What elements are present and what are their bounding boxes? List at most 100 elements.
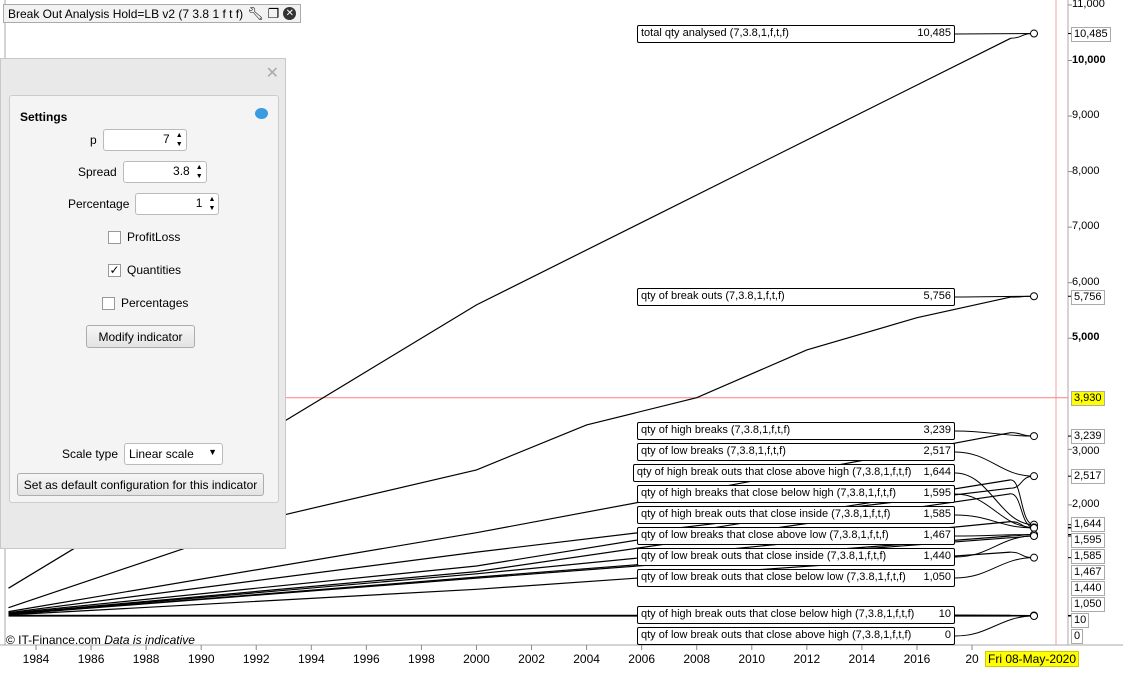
series-legend-box[interactable]: qty of low breaks that close above low (… xyxy=(637,527,955,545)
percentage-input[interactable]: 1 ▲ ▼ xyxy=(135,193,220,215)
series-value: 5,756 xyxy=(923,290,951,302)
x-tick-label: 2012 xyxy=(793,652,821,666)
series-value-box: 0 xyxy=(1071,629,1084,644)
checkmark-icon[interactable]: ✓ xyxy=(108,262,121,277)
spinner-arrows-icon[interactable]: ▲ ▼ xyxy=(175,132,183,148)
x-tick-label: 1994 xyxy=(297,652,325,666)
series-value: 10,485 xyxy=(917,27,951,39)
percentages-label: Percentages xyxy=(121,296,189,310)
series-value: 1,440 xyxy=(923,550,951,562)
checkbox-icon[interactable] xyxy=(108,230,121,244)
series-value: 1,595 xyxy=(923,487,951,499)
p-input[interactable]: 7 ▲ ▼ xyxy=(102,129,187,151)
series-value-box: 1,595 xyxy=(1071,533,1105,548)
series-end-marker xyxy=(1030,553,1038,562)
series-name: qty of break outs (7,3.8,1,f,t,f) xyxy=(641,290,785,302)
legend-connector xyxy=(954,615,1035,637)
x-tick-label: 2006 xyxy=(628,652,656,666)
x-tick-label: 2004 xyxy=(573,652,600,666)
speech-bubble-icon[interactable] xyxy=(255,108,268,119)
spinner-arrows-icon[interactable]: ▲ ▼ xyxy=(208,196,216,212)
series-name: qty of low breaks (7,3.8,1,f,t,f) xyxy=(641,445,786,457)
copyright-text: © IT-Finance.com xyxy=(6,633,101,647)
series-legend-box[interactable]: qty of high breaks (7,3.8,1,f,t,f) 3,239 xyxy=(637,422,955,440)
checkbox-icon[interactable] xyxy=(102,296,115,310)
percentage-value: 1 xyxy=(195,196,203,210)
wrench-icon[interactable]: 🔧︎ xyxy=(247,5,264,21)
series-name: qty of high breaks (7,3.8,1,f,t,f) xyxy=(641,424,791,436)
series-end-marker xyxy=(1030,432,1038,441)
series-legend-box[interactable]: qty of high breaks that close below high… xyxy=(637,485,955,503)
x-tick-label: 1988 xyxy=(132,652,160,666)
series-name: total qty analysed (7,3.8,1,f,t,f) xyxy=(641,27,789,39)
series-value: 1,050 xyxy=(923,571,951,583)
series-end-marker xyxy=(1030,523,1038,532)
close-icon[interactable]: ✕ xyxy=(265,65,279,82)
disclaimer-text: Data is indicative xyxy=(104,633,195,647)
settings-group: Settings p 7 ▲ ▼ Spread 3.8 ▲ ▼ Percentage 1 ▲ ▼ … xyxy=(9,95,279,503)
spread-value: 3.8 xyxy=(173,164,190,178)
quantities-label: Quantities xyxy=(127,263,182,277)
modify-indicator-button[interactable]: Modify indicator xyxy=(86,325,195,348)
series-legend-box[interactable]: qty of high break outs that close below … xyxy=(637,606,955,624)
cursor-date-label: Fri 08-May-2020 xyxy=(985,651,1080,667)
spinner-arrows-icon[interactable]: ▲ ▼ xyxy=(195,164,203,180)
series-legend-box[interactable]: qty of low break outs that close inside … xyxy=(637,548,955,566)
series-end-marker xyxy=(1030,472,1038,481)
indicator-title: Break Out Analysis Hold=LB v2 (7 3.8 1 f… xyxy=(8,6,244,21)
set-default-button[interactable]: Set as default configuration for this in… xyxy=(17,473,264,496)
x-tick-label: 2000 xyxy=(463,652,490,666)
series-value-box: 1,467 xyxy=(1071,565,1105,580)
series-value: 0 xyxy=(944,629,951,641)
y-tick-label: 9,000 xyxy=(1072,109,1100,122)
spread-input[interactable]: 3.8 ▲ ▼ xyxy=(122,161,207,183)
series-name: qty of low break outs that close inside … xyxy=(641,550,887,562)
series-legend-box[interactable]: qty of high break outs that close inside… xyxy=(637,506,955,524)
series-value-box: 5,756 xyxy=(1071,289,1105,305)
legend-connector xyxy=(954,295,1035,298)
x-tick-label: 2010 xyxy=(738,652,766,666)
series-end-marker xyxy=(1030,292,1038,301)
series-legend-box[interactable]: qty of high break outs that close above … xyxy=(632,464,955,482)
close-circle-icon[interactable]: ✕ xyxy=(283,7,297,20)
series-value-box: 10,485 xyxy=(1071,26,1111,42)
x-tick-label: 20 xyxy=(965,652,979,666)
legend-connector xyxy=(954,430,1035,437)
x-tick-label: 2008 xyxy=(683,652,711,666)
series-end-marker xyxy=(1030,29,1038,38)
series-value-box: 10 xyxy=(1071,613,1090,628)
series-legend-box[interactable]: qty of low break outs that close below l… xyxy=(637,569,955,587)
series-value: 2,517 xyxy=(923,445,951,457)
scale-type-select[interactable]: Linear scale ▼ xyxy=(124,443,224,465)
series-line xyxy=(8,296,1011,609)
series-name: qty of low break outs that close below l… xyxy=(641,571,906,583)
y-tick-label: 7,000 xyxy=(1072,220,1100,233)
y-tick-label: 11,000 xyxy=(1072,0,1105,10)
x-tick-label: 1984 xyxy=(22,652,50,666)
copyright-notice: © IT-Finance.com Data is indicative xyxy=(6,633,195,647)
series-legend-box[interactable]: qty of low break outs that close above h… xyxy=(637,627,955,645)
series-value: 1,644 xyxy=(923,466,951,478)
x-tick-label: 1998 xyxy=(408,652,435,666)
legend-connector xyxy=(954,472,1035,526)
series-value-box: 2,517 xyxy=(1071,469,1105,485)
y-tick-label: 5,000 xyxy=(1072,331,1100,344)
hline-value-box: 3,930 xyxy=(1071,390,1105,406)
legend-connector xyxy=(954,514,1035,529)
scale-type-value: Linear scale xyxy=(129,447,194,461)
p-label: p xyxy=(90,133,97,147)
x-tick-label: 1990 xyxy=(187,652,215,666)
series-end-marker xyxy=(1030,612,1038,620)
p-value: 7 xyxy=(163,132,170,146)
series-legend-box[interactable]: qty of low breaks (7,3.8,1,f,t,f) 2,517 xyxy=(637,443,955,461)
y-tick-label: 6,000 xyxy=(1072,275,1100,288)
spread-field: Spread 3.8 ▲ ▼ xyxy=(78,161,207,183)
series-legend-box[interactable]: qty of break outs (7,3.8,1,f,t,f) 5,756 xyxy=(637,288,955,306)
quantities-checkbox[interactable]: ✓ Quantities xyxy=(108,263,181,277)
series-legend-box[interactable]: total qty analysed (7,3.8,1,f,t,f) 10,485 xyxy=(637,25,955,43)
window-restore-icon[interactable]: ❐ xyxy=(267,5,280,21)
profitloss-label: ProfitLoss xyxy=(127,230,181,244)
scale-type-label: Scale type xyxy=(62,447,119,461)
profitloss-checkbox[interactable]: ProfitLoss xyxy=(108,230,180,244)
percentages-checkbox[interactable]: Percentages xyxy=(102,296,188,310)
